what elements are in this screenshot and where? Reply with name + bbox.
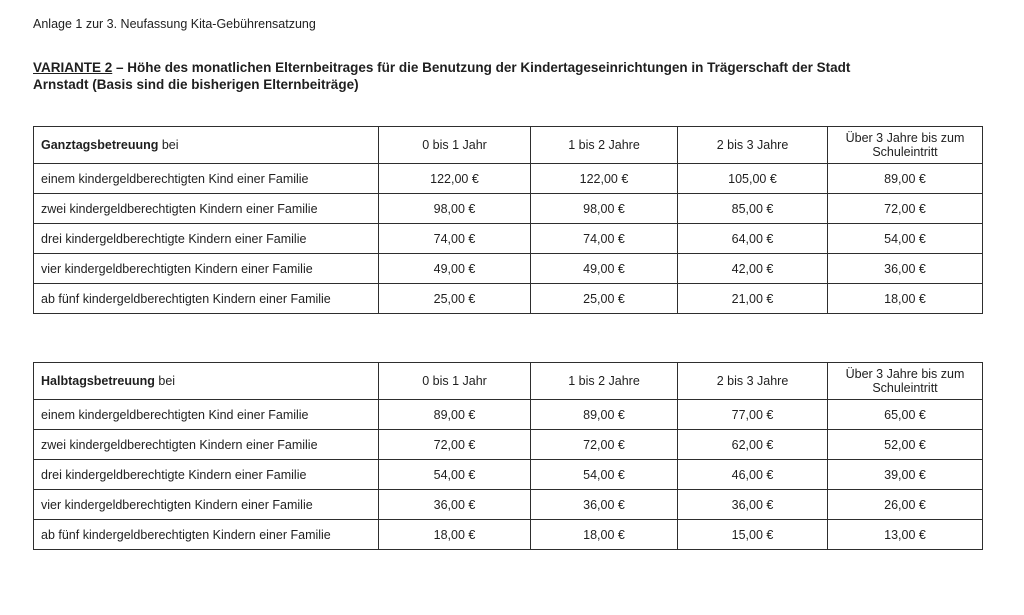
row-label: vier kindergeldberechtigten Kindern eine… bbox=[33, 489, 379, 520]
table-row: einem kindergeldberechtigten Kind einer … bbox=[33, 163, 983, 194]
fee-cell: 85,00 € bbox=[677, 193, 828, 224]
fee-cell: 72,00 € bbox=[827, 193, 983, 224]
title-variant-label: VARIANTE 2 bbox=[33, 60, 113, 75]
fee-cell: 36,00 € bbox=[827, 253, 983, 284]
fee-cell: 54,00 € bbox=[378, 459, 531, 490]
fee-cell: 18,00 € bbox=[378, 519, 531, 550]
table-row: einem kindergeldberechtigten Kind einer … bbox=[33, 399, 983, 430]
row-label: ab fünf kindergeldberechtigten Kindern e… bbox=[33, 283, 379, 314]
fee-cell: 62,00 € bbox=[677, 429, 828, 460]
table-row: drei kindergeldberechtigte Kindern einer… bbox=[33, 223, 983, 254]
table-header-row: Halbtagsbetreuung bei 0 bis 1 Jahr 1 bis… bbox=[33, 362, 983, 400]
column-header-age-3-plus: Über 3 Jahre bis zum Schuleintritt bbox=[827, 362, 983, 400]
fee-cell: 15,00 € bbox=[677, 519, 828, 550]
row-label: einem kindergeldberechtigten Kind einer … bbox=[33, 399, 379, 430]
ganztagsbetreuung-table: Ganztagsbetreuung bei 0 bis 1 Jahr 1 bis… bbox=[33, 126, 983, 314]
fee-cell: 77,00 € bbox=[677, 399, 828, 430]
fee-cell: 89,00 € bbox=[530, 399, 678, 430]
fee-cell: 36,00 € bbox=[378, 489, 531, 520]
column-header-age-0-1: 0 bis 1 Jahr bbox=[378, 362, 531, 400]
fee-cell: 65,00 € bbox=[827, 399, 983, 430]
fee-cell: 54,00 € bbox=[530, 459, 678, 490]
fee-cell: 122,00 € bbox=[378, 163, 531, 194]
fee-cell: 89,00 € bbox=[827, 163, 983, 194]
fee-cell: 54,00 € bbox=[827, 223, 983, 254]
fee-cell: 46,00 € bbox=[677, 459, 828, 490]
row-label: einem kindergeldberechtigten Kind einer … bbox=[33, 163, 379, 194]
table-row: zwei kindergeldberechtigten Kindern eine… bbox=[33, 429, 983, 460]
table-row: zwei kindergeldberechtigten Kindern eine… bbox=[33, 193, 983, 224]
doc-header-line: Anlage 1 zur 3. Neufassung Kita-Gebühren… bbox=[33, 17, 316, 31]
table-caption-suffix: bei bbox=[158, 374, 176, 388]
fee-cell: 36,00 € bbox=[677, 489, 828, 520]
table-row: ab fünf kindergeldberechtigten Kindern e… bbox=[33, 283, 983, 314]
fee-cell: 21,00 € bbox=[677, 283, 828, 314]
fee-cell: 13,00 € bbox=[827, 519, 983, 550]
table-caption-suffix: bei bbox=[161, 138, 179, 152]
fee-cell: 39,00 € bbox=[827, 459, 983, 490]
document-page: Anlage 1 zur 3. Neufassung Kita-Gebühren… bbox=[33, 17, 991, 550]
fee-cell: 49,00 € bbox=[530, 253, 678, 284]
fee-cell: 72,00 € bbox=[530, 429, 678, 460]
column-header-age-1-2: 1 bis 2 Jahre bbox=[530, 362, 678, 400]
title-text-line1: – Höhe des monatlichen Elternbeitrages f… bbox=[116, 60, 851, 75]
fee-cell: 36,00 € bbox=[530, 489, 678, 520]
fee-cell: 42,00 € bbox=[677, 253, 828, 284]
row-label: ab fünf kindergeldberechtigten Kindern e… bbox=[33, 519, 379, 550]
table-caption-cell: Halbtagsbetreuung bei bbox=[33, 362, 379, 400]
fee-cell: 18,00 € bbox=[530, 519, 678, 550]
table-row: ab fünf kindergeldberechtigten Kindern e… bbox=[33, 519, 983, 550]
column-header-age-3-plus: Über 3 Jahre bis zum Schuleintritt bbox=[827, 126, 983, 164]
table-header-row: Ganztagsbetreuung bei 0 bis 1 Jahr 1 bis… bbox=[33, 126, 983, 164]
table-caption-term: Halbtagsbetreuung bbox=[41, 374, 155, 388]
column-header-age-0-1: 0 bis 1 Jahr bbox=[378, 126, 531, 164]
fee-cell: 64,00 € bbox=[677, 223, 828, 254]
fee-cell: 98,00 € bbox=[530, 193, 678, 224]
fee-cell: 89,00 € bbox=[378, 399, 531, 430]
column-header-age-2-3: 2 bis 3 Jahre bbox=[677, 126, 828, 164]
fee-cell: 49,00 € bbox=[378, 253, 531, 284]
fee-cell: 18,00 € bbox=[827, 283, 983, 314]
title-text-line2: Arnstadt (Basis sind die bisherigen Elte… bbox=[33, 77, 359, 92]
doc-title: VARIANTE 2 – Höhe des monatlichen Eltern… bbox=[33, 59, 991, 93]
table-caption-cell: Ganztagsbetreuung bei bbox=[33, 126, 379, 164]
table-row: vier kindergeldberechtigten Kindern eine… bbox=[33, 489, 983, 520]
fee-cell: 122,00 € bbox=[530, 163, 678, 194]
row-label: zwei kindergeldberechtigten Kindern eine… bbox=[33, 193, 379, 224]
fee-cell: 74,00 € bbox=[530, 223, 678, 254]
fee-cell: 98,00 € bbox=[378, 193, 531, 224]
fee-cell: 25,00 € bbox=[530, 283, 678, 314]
column-header-age-1-2: 1 bis 2 Jahre bbox=[530, 126, 678, 164]
fee-cell: 52,00 € bbox=[827, 429, 983, 460]
table-caption-term: Ganztagsbetreuung bbox=[41, 138, 159, 152]
fee-cell: 25,00 € bbox=[378, 283, 531, 314]
fee-cell: 72,00 € bbox=[378, 429, 531, 460]
fee-cell: 74,00 € bbox=[378, 223, 531, 254]
column-header-age-2-3: 2 bis 3 Jahre bbox=[677, 362, 828, 400]
row-label: vier kindergeldberechtigten Kindern eine… bbox=[33, 253, 379, 284]
row-label: drei kindergeldberechtigte Kindern einer… bbox=[33, 223, 379, 254]
table-row: vier kindergeldberechtigten Kindern eine… bbox=[33, 253, 983, 284]
fee-cell: 105,00 € bbox=[677, 163, 828, 194]
fee-cell: 26,00 € bbox=[827, 489, 983, 520]
row-label: zwei kindergeldberechtigten Kindern eine… bbox=[33, 429, 379, 460]
halbtagsbetreuung-table: Halbtagsbetreuung bei 0 bis 1 Jahr 1 bis… bbox=[33, 362, 983, 550]
row-label: drei kindergeldberechtigte Kindern einer… bbox=[33, 459, 379, 490]
table-row: drei kindergeldberechtigte Kindern einer… bbox=[33, 459, 983, 490]
